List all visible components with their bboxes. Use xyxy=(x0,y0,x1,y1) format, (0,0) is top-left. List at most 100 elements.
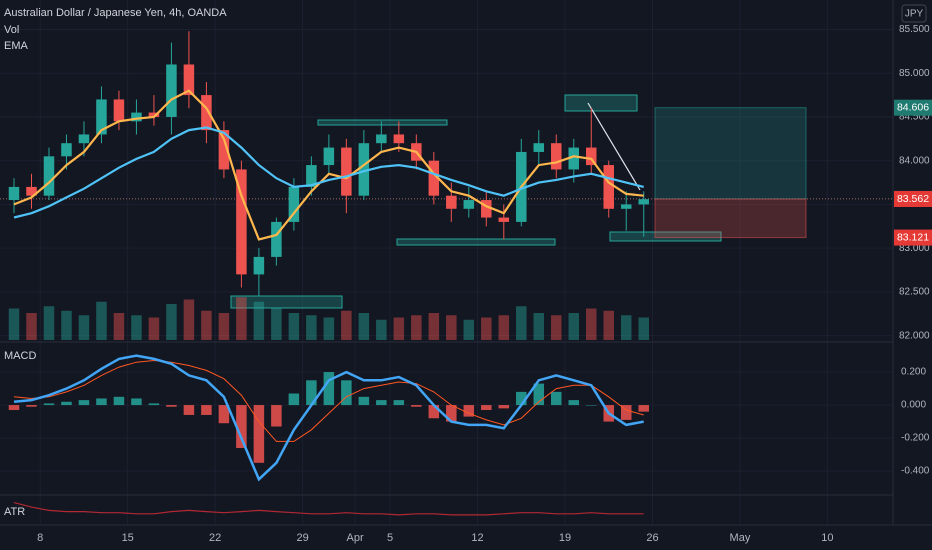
volume-bar xyxy=(26,313,37,340)
volume-bar xyxy=(253,301,265,340)
y-tick-label: 0.200 xyxy=(901,367,926,378)
histogram-bar xyxy=(253,405,265,463)
histogram-bar xyxy=(43,403,55,406)
candle-body xyxy=(446,195,457,209)
ema-label: EMA xyxy=(4,40,29,52)
candle-body xyxy=(533,143,545,152)
candle-body xyxy=(218,130,230,170)
stop-price-tag: 83.121 xyxy=(897,231,929,243)
candle-body xyxy=(201,95,212,131)
candle-body xyxy=(43,156,55,196)
y-tick-label: 82.000 xyxy=(899,330,930,341)
y-tick-label: 84.000 xyxy=(899,155,930,166)
volume-bar xyxy=(78,315,90,340)
candle-body xyxy=(113,99,125,122)
x-tick-label: 15 xyxy=(122,532,134,544)
candle-body xyxy=(481,200,492,218)
histogram-bar xyxy=(201,405,212,415)
histogram-bar xyxy=(218,405,230,424)
trend-line xyxy=(587,102,641,191)
currency-box[interactable] xyxy=(901,4,927,23)
histogram-bar xyxy=(411,405,422,407)
candle-body xyxy=(253,256,265,275)
entry-price-tag-box xyxy=(894,191,932,208)
volume-bar xyxy=(551,315,562,340)
ema-line xyxy=(13,126,644,219)
histogram-bar xyxy=(148,403,160,406)
volume-bar xyxy=(148,317,160,340)
range-box xyxy=(609,231,722,242)
candle-body xyxy=(288,186,300,222)
candle-body xyxy=(498,217,510,222)
volume-bar xyxy=(533,313,545,340)
volume-bar xyxy=(183,299,195,340)
histogram-bar xyxy=(358,396,370,406)
x-tick-label: 5 xyxy=(387,532,393,544)
symbol-title: Australian Dollar / Japanese Yen, 4h, OA… xyxy=(4,7,227,19)
x-tick-label: 12 xyxy=(471,532,483,544)
candle-body xyxy=(603,165,614,209)
candle-body xyxy=(166,64,177,117)
volume-bar xyxy=(393,317,405,340)
candle-body xyxy=(306,165,317,187)
volume-bar xyxy=(411,315,422,340)
histogram-bar xyxy=(586,405,597,406)
histogram-bar xyxy=(498,405,510,409)
x-tick-label: 8 xyxy=(37,532,43,544)
histogram-bar xyxy=(61,401,72,406)
volume-bar xyxy=(166,304,177,340)
histogram-bar xyxy=(568,400,580,406)
atr-line xyxy=(13,502,644,516)
volume-bar xyxy=(236,297,247,340)
histogram-bar xyxy=(516,391,527,406)
currency-label[interactable]: JPY xyxy=(905,9,924,20)
volume-bar xyxy=(61,310,72,340)
target-price-tag: 84.606 xyxy=(897,101,929,113)
candle-body xyxy=(131,112,142,122)
histogram-bar xyxy=(306,380,317,406)
histogram-bar xyxy=(8,405,20,411)
volume-bar xyxy=(463,319,475,340)
candle-body xyxy=(376,134,387,144)
histogram-bar xyxy=(183,405,195,415)
axes: 8 15 22 29 Apr 5 12 19 26 May 10 82.000 82.500 83.000… xyxy=(37,24,932,544)
entry-price-tag: 83.562 xyxy=(897,193,929,205)
volume-bar xyxy=(481,317,492,340)
histogram-bar xyxy=(236,405,247,448)
candle-body xyxy=(96,99,107,135)
ema-line xyxy=(13,89,644,241)
position-target-zone xyxy=(654,107,807,200)
stop-price-tag-box xyxy=(894,229,932,246)
y-tick-label: 84.500 xyxy=(899,112,930,123)
candle-body xyxy=(428,160,440,196)
volume-bar xyxy=(358,313,370,340)
atr-label: ATR xyxy=(4,506,25,518)
volume-bar xyxy=(446,315,457,340)
x-tick-label: 22 xyxy=(209,532,221,544)
candle-body xyxy=(358,143,370,196)
volume-bar xyxy=(43,306,55,340)
candle-body xyxy=(78,134,90,144)
volume-bar xyxy=(306,315,317,340)
volume-bar xyxy=(498,315,510,340)
volume-bar xyxy=(131,315,142,340)
volume-bar xyxy=(113,313,125,340)
candle-body xyxy=(551,143,562,170)
candle-body xyxy=(271,221,282,257)
volume-bar xyxy=(96,301,107,340)
candle-body xyxy=(323,147,335,166)
candle-body xyxy=(586,147,597,166)
volume-bar xyxy=(603,310,614,340)
histogram-bar xyxy=(551,391,562,406)
x-tick-label: Apr xyxy=(347,532,364,544)
candle-body xyxy=(61,143,72,157)
x-tick-label: 19 xyxy=(559,532,571,544)
histogram-bar xyxy=(393,400,405,406)
signal-line xyxy=(13,359,644,442)
candle-body xyxy=(236,169,247,275)
plot xyxy=(0,31,893,516)
histogram-bar xyxy=(638,405,649,412)
